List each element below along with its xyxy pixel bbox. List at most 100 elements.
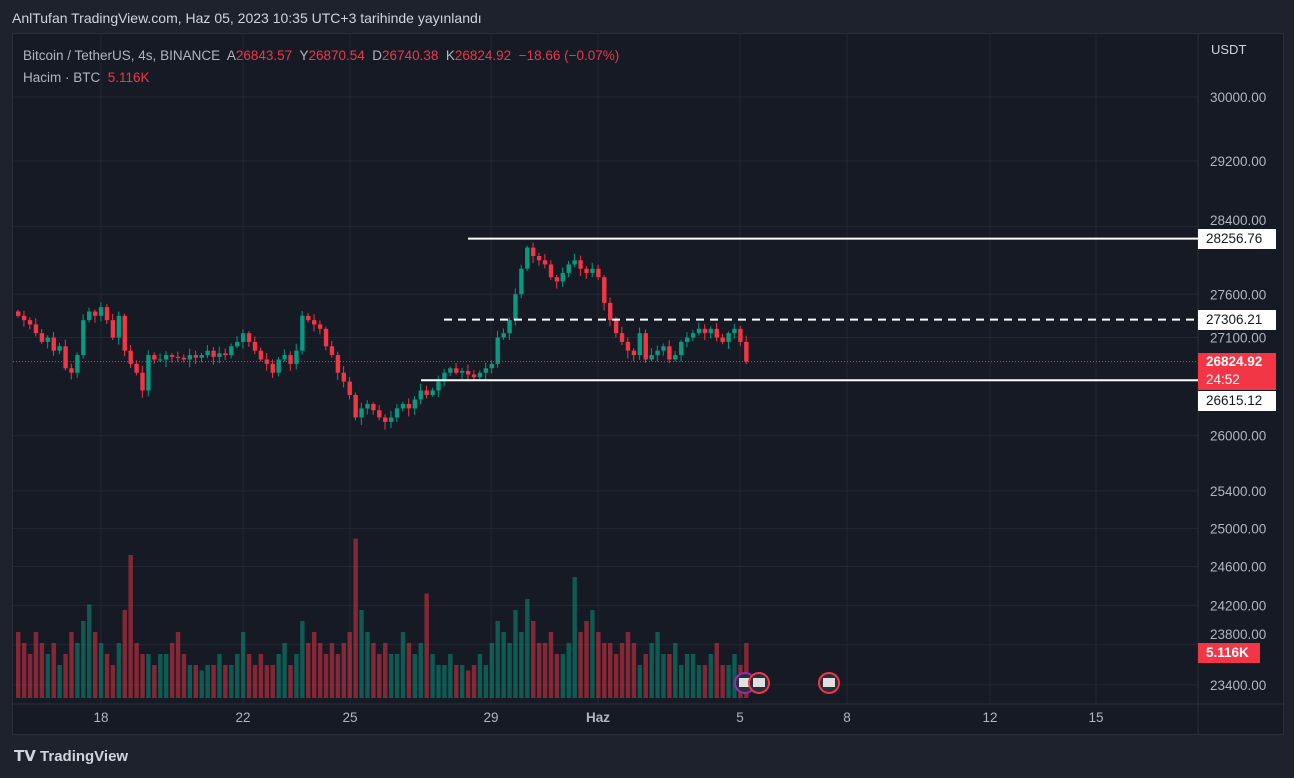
candle-body (684, 337, 690, 342)
candle-body (590, 268, 595, 273)
candle-body (406, 403, 412, 409)
candle-body (613, 320, 619, 334)
candle-body (217, 353, 222, 357)
volume-bar (465, 670, 471, 698)
volume-bar (51, 643, 56, 698)
volume-bar (193, 665, 198, 698)
volume-bar (365, 632, 370, 698)
volume-bar (258, 654, 264, 698)
volume-bar (625, 632, 631, 698)
candle-body (240, 333, 246, 342)
candle-body (16, 311, 21, 316)
volume-bar (536, 643, 542, 698)
candle-body (246, 333, 252, 342)
candle-body (116, 315, 122, 338)
candle-body (667, 346, 672, 360)
volume-bar (69, 632, 74, 698)
tradingview-logo[interactable]: 𝗧𝗩 TradingView (14, 747, 128, 765)
candle-body (631, 350, 637, 356)
currency-label[interactable]: USDT (1211, 42, 1247, 57)
low-value: 26740.38 (382, 48, 439, 63)
y-tick-label: 27600.00 (1210, 287, 1266, 302)
candle-body (128, 350, 133, 364)
candle-body (679, 341, 684, 356)
y-tick-label: 26000.00 (1210, 429, 1266, 444)
y-tick-label: 23400.00 (1210, 678, 1266, 693)
volume-bar (294, 654, 299, 698)
volume-bar (400, 632, 406, 698)
volume-bar (566, 643, 571, 698)
volume-bar (217, 654, 222, 698)
volume-bar (235, 654, 240, 698)
candle-body (252, 341, 258, 351)
candle-body (436, 381, 441, 391)
y-tick-label: 27100.00 (1210, 331, 1266, 346)
candle-body (158, 359, 163, 361)
us-flag-icon (753, 678, 765, 687)
candle-body (134, 363, 139, 373)
candle-body (673, 355, 678, 360)
volume-bar (45, 654, 50, 698)
candle-body (501, 333, 506, 338)
volume-bar (75, 643, 80, 698)
volume-bar (158, 654, 163, 698)
volume-axis-label: 5.116K (1198, 643, 1260, 663)
volume-bar (246, 654, 252, 698)
candle-body (702, 328, 708, 334)
candle-body (388, 417, 394, 422)
volume-bar (104, 654, 110, 698)
volume-bar (714, 643, 719, 698)
price-chart[interactable]: 30000.00 29200.00 28400.00 27600.00 27100.00… (13, 34, 1283, 734)
volume-bar (175, 632, 181, 698)
volume-bar (507, 643, 512, 698)
volume-title[interactable]: Hacim · BTC (23, 70, 101, 85)
y-tick-label: 25000.00 (1210, 521, 1266, 536)
volume-bar (140, 654, 145, 698)
candle-body (211, 350, 216, 357)
tv-logo-icon: 𝗧𝗩 (14, 748, 41, 765)
volume-bar (436, 665, 441, 698)
candle-body (175, 356, 181, 358)
volume-bar (282, 643, 287, 698)
candle-body (536, 256, 542, 261)
candle-body (110, 320, 116, 338)
volume-bar (377, 654, 382, 698)
volume-bar (702, 665, 708, 698)
volume-bar (116, 643, 122, 698)
us-flag-icon (823, 678, 835, 687)
candle-body (460, 370, 465, 373)
candle-body (394, 408, 400, 418)
symbol-title[interactable]: Bitcoin / TetherUS, 4s, BINANCE (23, 48, 221, 63)
candle-body (205, 350, 210, 356)
volume-bar (454, 665, 459, 698)
volume-bar (276, 654, 281, 698)
candle-body (566, 264, 571, 273)
candle-body (359, 408, 364, 418)
brand-name: TradingView (40, 748, 129, 765)
volume-bar (92, 632, 98, 698)
volume-bar (359, 610, 364, 698)
volume-bar (483, 665, 489, 698)
x-tick-label: 29 (483, 710, 498, 725)
volume-bar (418, 643, 423, 698)
support-label: 26615.12 (1198, 391, 1276, 411)
candle-body (264, 359, 270, 364)
volume-bar (596, 632, 601, 698)
candle-body (637, 333, 642, 356)
volume-bar (501, 632, 506, 698)
candle-body (714, 328, 719, 338)
volume-bar (690, 654, 696, 698)
volume-bar (732, 654, 737, 698)
volume-bar (673, 643, 678, 698)
volume-bar (661, 654, 666, 698)
volume-bar (424, 593, 429, 698)
candle-body (554, 277, 560, 282)
volume-bar (388, 654, 394, 698)
published-caption: AnlTufan TradingView.com, Haz 05, 2023 1… (12, 10, 482, 26)
volume-bar (684, 654, 690, 698)
volume-bar (223, 665, 228, 698)
volume-bar (590, 610, 595, 698)
chart-frame[interactable]: 30000.00 29200.00 28400.00 27600.00 27100.00… (12, 33, 1284, 735)
x-tick-label: 18 (93, 710, 108, 725)
volume-bar (205, 665, 210, 698)
